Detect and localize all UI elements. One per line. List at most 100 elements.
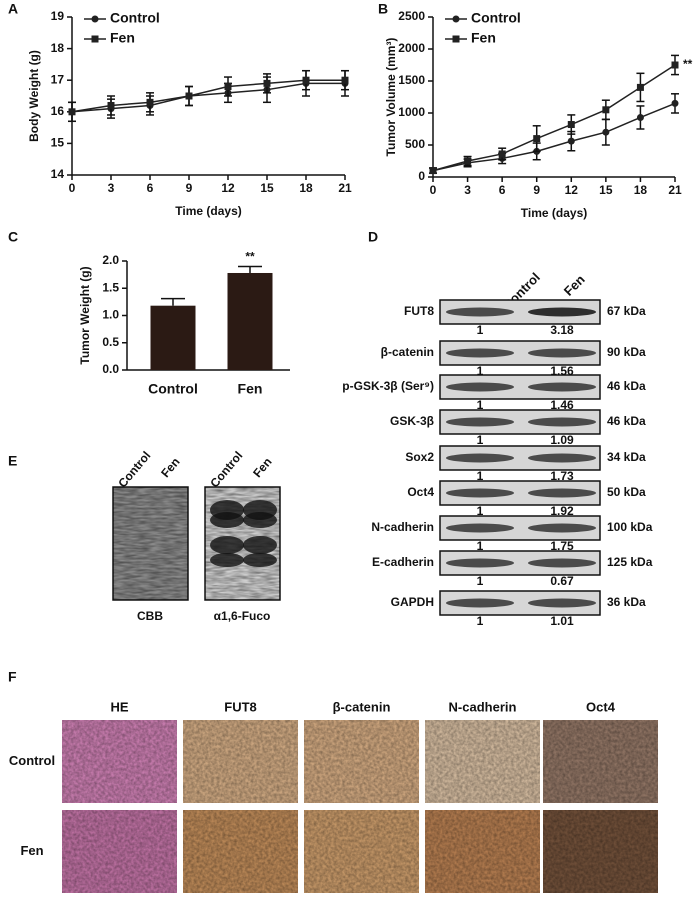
x-axis-label: Time (days): [521, 206, 587, 220]
lane-label: Fen: [561, 272, 588, 299]
series-line: [71, 82, 345, 113]
blot-band: [528, 307, 596, 317]
ratio-label: 1.73: [550, 469, 574, 483]
gel-band: [243, 512, 277, 528]
blot-strip: [439, 340, 601, 366]
marker: [671, 61, 679, 69]
panel-letter: F: [8, 669, 17, 685]
x-tick-label: 12: [565, 183, 579, 197]
ratio-label: 1: [477, 614, 484, 628]
column-label: N-cadherin: [449, 699, 517, 714]
y-tick-label: 15: [51, 136, 65, 150]
legend-label: Control: [471, 10, 521, 26]
protein-label: N-cadherin: [371, 520, 434, 534]
blot-band: [446, 558, 514, 568]
x-tick-label: 3: [464, 183, 471, 197]
blot-band: [528, 523, 596, 533]
x-tick-label: 9: [533, 183, 540, 197]
row-label: Fen: [20, 843, 43, 858]
ratio-label: 1: [477, 574, 484, 588]
marker: [68, 108, 76, 116]
column-label: FUT8: [224, 699, 257, 714]
ratio-label: 1: [477, 539, 484, 553]
x-tick-label: Fen: [238, 381, 263, 397]
y-tick-label: 0.5: [102, 335, 119, 349]
y-tick-label: 1000: [398, 105, 425, 119]
legend-marker: [91, 35, 99, 43]
x-tick-label: 18: [634, 183, 648, 197]
protein-label: GAPDH: [391, 595, 434, 609]
panel-letter: A: [8, 1, 18, 17]
panel-letter: C: [8, 229, 18, 245]
marker: [567, 137, 575, 145]
ratio-label: 1.46: [550, 398, 574, 412]
x-tick-label: 12: [221, 181, 235, 195]
x-tick-label: 9: [186, 181, 193, 195]
ratio-label: 0.67: [550, 574, 574, 588]
x-tick-label: 21: [338, 181, 352, 195]
blot-band: [528, 417, 596, 427]
y-tick-label: 16: [51, 104, 65, 118]
lane-label: Control: [115, 449, 153, 491]
y-tick-label: 2.0: [102, 253, 119, 267]
row-label: Control: [9, 753, 55, 768]
size-label: 90 kDa: [607, 345, 646, 359]
protein-label: p-GSK-3β (Ser⁹): [342, 379, 434, 393]
x-tick-label: 15: [599, 183, 613, 197]
ihc-texture: [425, 720, 540, 803]
y-axis-label: Body Weight (g): [27, 50, 41, 142]
legend-label: Fen: [471, 30, 496, 46]
size-label: 50 kDa: [607, 485, 646, 499]
blot-band: [446, 382, 514, 392]
blot-band: [446, 523, 514, 533]
ratio-label: 1: [477, 504, 484, 518]
blot-band: [446, 417, 514, 427]
y-tick-label: 18: [51, 41, 65, 55]
y-tick-label: 0.0: [102, 362, 119, 376]
panel-letter: D: [368, 229, 378, 245]
gel-caption: α1,6-Fuco: [214, 609, 271, 623]
marker: [636, 113, 644, 121]
ratio-label: 1.09: [550, 433, 574, 447]
gel-band: [243, 536, 277, 554]
gel-band: [210, 553, 244, 567]
marker: [224, 83, 232, 91]
lane-label: Fen: [250, 455, 274, 480]
ratio-label: 1.01: [550, 614, 574, 628]
ihc-texture: [183, 810, 298, 893]
protein-label: GSK-3β: [390, 414, 434, 428]
legend-label: Control: [110, 10, 160, 26]
marker: [146, 98, 154, 106]
protein-label: FUT8: [404, 304, 434, 318]
ratio-label: 1: [477, 469, 484, 483]
gel-band: [210, 512, 244, 528]
blot-band: [446, 453, 514, 463]
gel-band: [210, 536, 244, 554]
ihc-texture: [62, 720, 177, 803]
protein-label: Oct4: [407, 485, 434, 499]
blot-band: [446, 598, 514, 608]
marker: [185, 92, 193, 100]
ihc-texture: [183, 720, 298, 803]
marker: [341, 76, 349, 84]
blot-band: [528, 348, 596, 358]
marker: [498, 150, 506, 158]
blot-band: [446, 348, 514, 358]
lane-label: Control: [207, 449, 245, 491]
y-tick-label: 1.5: [102, 280, 119, 294]
x-tick-label: 3: [108, 181, 115, 195]
ihc-texture: [425, 810, 540, 893]
x-tick-label: 6: [147, 181, 154, 195]
y-tick-label: 14: [51, 167, 65, 181]
legend-marker: [91, 15, 99, 23]
significance: **: [683, 57, 693, 71]
ihc-texture: [304, 810, 419, 893]
size-label: 46 kDa: [607, 379, 646, 393]
series-line: [432, 102, 676, 172]
size-label: 125 kDa: [607, 555, 653, 569]
size-label: 100 kDa: [607, 520, 653, 534]
ratio-label: 3.18: [550, 323, 574, 337]
ratio-label: 1: [477, 364, 484, 378]
marker: [533, 135, 541, 143]
panel-letter: B: [378, 1, 388, 17]
